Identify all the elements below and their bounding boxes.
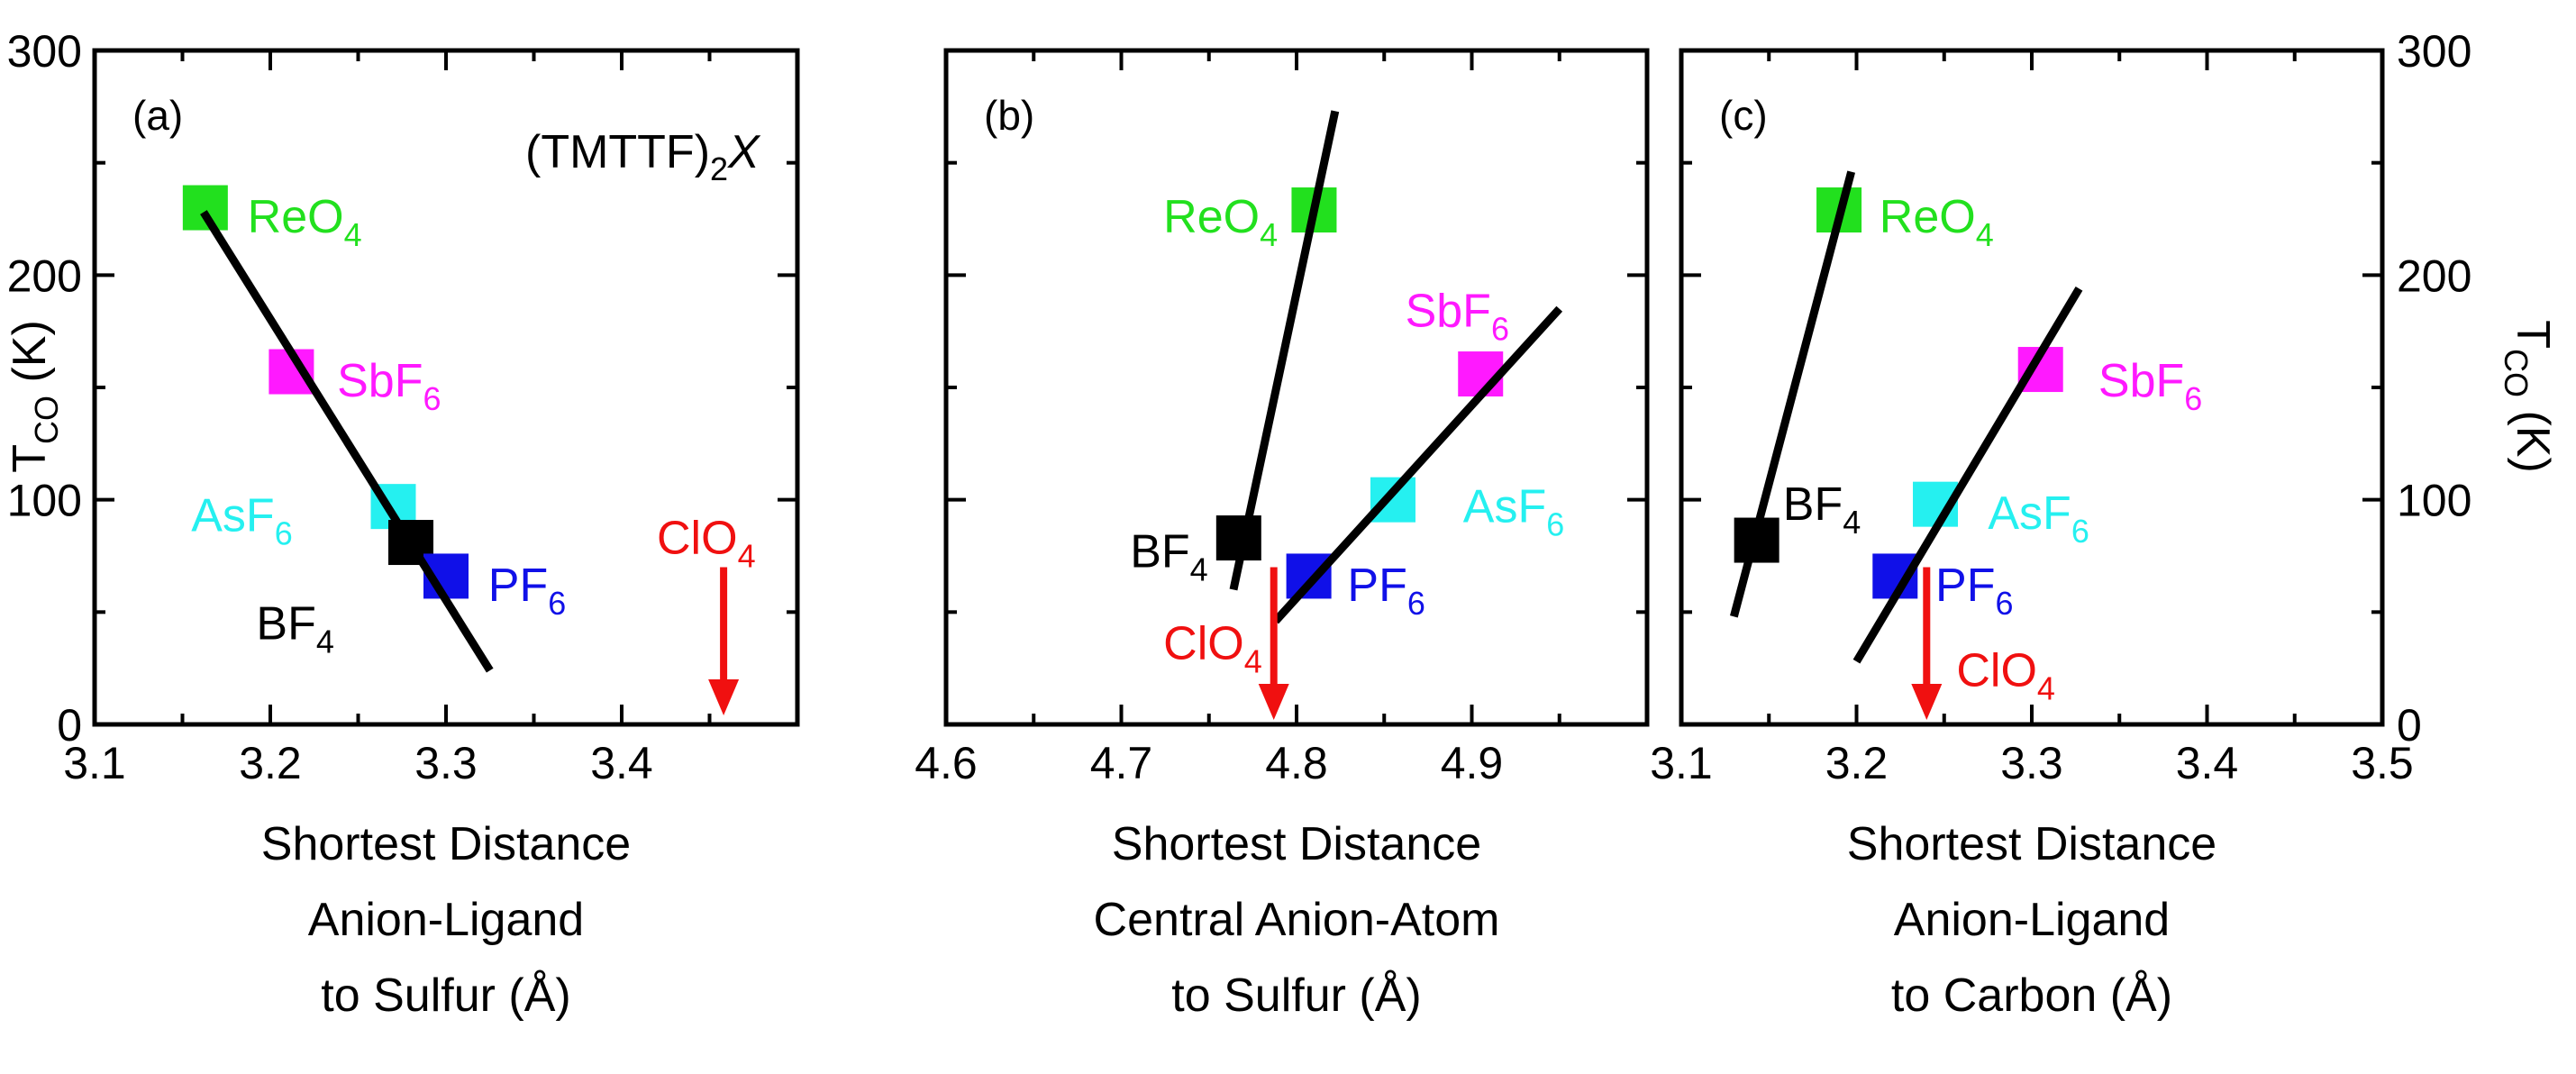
- label-sbf6: SbF6: [337, 355, 441, 417]
- data-point-asf6: [1370, 477, 1415, 523]
- fit-line: [200, 210, 494, 673]
- y-tick-label-right: 300: [2397, 26, 2471, 77]
- label-bf4: BF4: [256, 597, 333, 660]
- label-asf6: AsF6: [191, 490, 292, 552]
- panel-label: (c): [1719, 92, 1768, 139]
- x-tick-label: 4.8: [1265, 738, 1328, 788]
- panel-b: 4.6 4.7 4.8 4.9 Shortest Distance Central Ani…: [915, 48, 1650, 1022]
- x-tick-label: 3.4: [590, 738, 653, 788]
- title-formula: (TMTTF)2X: [525, 126, 761, 187]
- label-pf6: PF6: [488, 560, 566, 622]
- fit-line: [1852, 286, 2083, 664]
- data-point-reo4: [182, 185, 228, 231]
- y-tick-label: 300: [7, 26, 82, 77]
- x-tick-label: 4.6: [915, 738, 978, 788]
- x-tick-label: 3.2: [1825, 738, 1889, 788]
- upper-bound-arrow-head: [1911, 684, 1943, 721]
- y-tick-label-right: 200: [2397, 250, 2471, 301]
- x-axis-label-line: Central Anion-Atom: [1094, 894, 1500, 946]
- label-pf6: PF6: [1347, 560, 1425, 622]
- x-axis-label-line: Shortest Distance: [261, 818, 631, 870]
- x-tick-label: 3.3: [414, 738, 478, 788]
- x-tick-label: 3.2: [239, 738, 302, 788]
- x-tick-label: 3.1: [1650, 738, 1713, 788]
- x-tick-label: 4.9: [1441, 738, 1504, 788]
- y-tick-label: 200: [7, 250, 82, 301]
- plot-frame: [943, 48, 1650, 727]
- x-tick-label: 3.4: [2176, 738, 2239, 788]
- panel-label: (a): [132, 92, 183, 139]
- x-axis-label-line: Shortest Distance: [1847, 818, 2216, 870]
- label-clo4: ClO4: [657, 513, 756, 575]
- y-axis-label: TCO (K): [2498, 320, 2559, 473]
- fit-line: [1729, 170, 1856, 618]
- x-axis-label-line: Anion-Ligand: [308, 894, 584, 946]
- panel-a: 3.1 3.2 3.3 3.4 0 100 200 300 TCO (K) Shortest Di…: [4, 26, 800, 1022]
- label-reo4: ReO4: [248, 191, 362, 253]
- label-pf6: PF6: [1935, 560, 2013, 622]
- label-bf4: BF4: [1783, 478, 1861, 541]
- y-axis-label: TCO (K): [4, 320, 65, 473]
- label-reo4: ReO4: [1163, 191, 1278, 253]
- y-tick-label: 0: [57, 700, 82, 751]
- label-asf6: AsF6: [1988, 487, 2089, 550]
- label-sbf6: SbF6: [1406, 286, 1509, 348]
- y-tick-label: 100: [7, 476, 82, 526]
- label-sbf6: SbF6: [2098, 355, 2202, 417]
- fit-line: [1229, 110, 1340, 591]
- data-point-pf6: [1286, 553, 1332, 599]
- x-tick-label: 4.7: [1090, 738, 1153, 788]
- x-tick-label: 3.1: [63, 738, 126, 788]
- y-tick-label-right: 100: [2397, 476, 2471, 526]
- label-reo4: ReO4: [1880, 191, 1994, 253]
- x-axis-label-line: Shortest Distance: [1112, 818, 1481, 870]
- x-axis-label-line: Anion-Ligand: [1894, 894, 2170, 946]
- x-axis-label-line: to Sulfur (Å): [1171, 969, 1421, 1022]
- x-axis-label-line: to Sulfur (Å): [321, 969, 570, 1022]
- label-bf4: BF4: [1130, 525, 1207, 587]
- panel-c: 3.1 3.2 3.3 3.4 3.50 100 200 300 TCO (K) Shortest…: [1650, 26, 2559, 1022]
- x-axis-label-line: to Carbon (Å): [1891, 969, 2172, 1022]
- x-tick-label: 3.5: [2351, 738, 2414, 788]
- upper-bound-arrow-head: [708, 679, 740, 716]
- x-tick-label: 3.3: [2000, 738, 2063, 788]
- y-tick-label-right: 0: [2397, 700, 2422, 751]
- label-clo4: ClO4: [1956, 645, 2055, 707]
- label-clo4: ClO4: [1163, 618, 1262, 680]
- panel-label: (b): [984, 92, 1034, 139]
- fit-line: [1272, 305, 1563, 624]
- label-asf6: AsF6: [1463, 481, 1564, 543]
- upper-bound-arrow-head: [1258, 684, 1289, 721]
